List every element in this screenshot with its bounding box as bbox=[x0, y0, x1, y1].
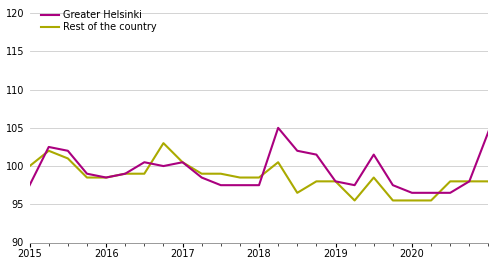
Rest of the country bbox=[122, 172, 128, 175]
Rest of the country bbox=[141, 172, 147, 175]
Rest of the country bbox=[332, 180, 338, 183]
Rest of the country bbox=[294, 191, 300, 195]
Greater Helsinki bbox=[466, 180, 472, 183]
Greater Helsinki bbox=[352, 184, 358, 187]
Greater Helsinki bbox=[199, 176, 205, 179]
Greater Helsinki bbox=[256, 184, 262, 187]
Rest of the country bbox=[84, 176, 90, 179]
Greater Helsinki bbox=[371, 153, 377, 156]
Greater Helsinki bbox=[65, 149, 71, 152]
Line: Greater Helsinki: Greater Helsinki bbox=[30, 63, 494, 193]
Rest of the country bbox=[409, 199, 415, 202]
Rest of the country bbox=[218, 172, 224, 175]
Greater Helsinki bbox=[27, 184, 33, 187]
Rest of the country bbox=[390, 199, 396, 202]
Rest of the country bbox=[199, 172, 205, 175]
Rest of the country bbox=[46, 149, 52, 152]
Rest of the country bbox=[428, 199, 434, 202]
Rest of the country bbox=[180, 161, 186, 164]
Greater Helsinki bbox=[237, 184, 243, 187]
Greater Helsinki bbox=[218, 184, 224, 187]
Rest of the country bbox=[256, 176, 262, 179]
Rest of the country bbox=[161, 142, 166, 145]
Rest of the country bbox=[486, 180, 492, 183]
Rest of the country bbox=[466, 180, 472, 183]
Rest of the country bbox=[371, 176, 377, 179]
Greater Helsinki bbox=[390, 184, 396, 187]
Greater Helsinki bbox=[161, 165, 166, 168]
Greater Helsinki bbox=[84, 172, 90, 175]
Greater Helsinki bbox=[409, 191, 415, 195]
Rest of the country bbox=[65, 157, 71, 160]
Greater Helsinki bbox=[46, 145, 52, 149]
Greater Helsinki bbox=[180, 161, 186, 164]
Greater Helsinki bbox=[103, 176, 109, 179]
Greater Helsinki bbox=[122, 172, 128, 175]
Legend: Greater Helsinki, Rest of the country: Greater Helsinki, Rest of the country bbox=[39, 8, 159, 34]
Greater Helsinki bbox=[447, 191, 453, 195]
Rest of the country bbox=[275, 161, 281, 164]
Rest of the country bbox=[313, 180, 319, 183]
Rest of the country bbox=[103, 176, 109, 179]
Greater Helsinki bbox=[313, 153, 319, 156]
Greater Helsinki bbox=[294, 149, 300, 152]
Line: Rest of the country: Rest of the country bbox=[30, 143, 494, 220]
Greater Helsinki bbox=[332, 180, 338, 183]
Greater Helsinki bbox=[428, 191, 434, 195]
Greater Helsinki bbox=[141, 161, 147, 164]
Rest of the country bbox=[237, 176, 243, 179]
Greater Helsinki bbox=[486, 130, 492, 133]
Rest of the country bbox=[447, 180, 453, 183]
Greater Helsinki bbox=[275, 126, 281, 129]
Rest of the country bbox=[27, 165, 33, 168]
Rest of the country bbox=[352, 199, 358, 202]
